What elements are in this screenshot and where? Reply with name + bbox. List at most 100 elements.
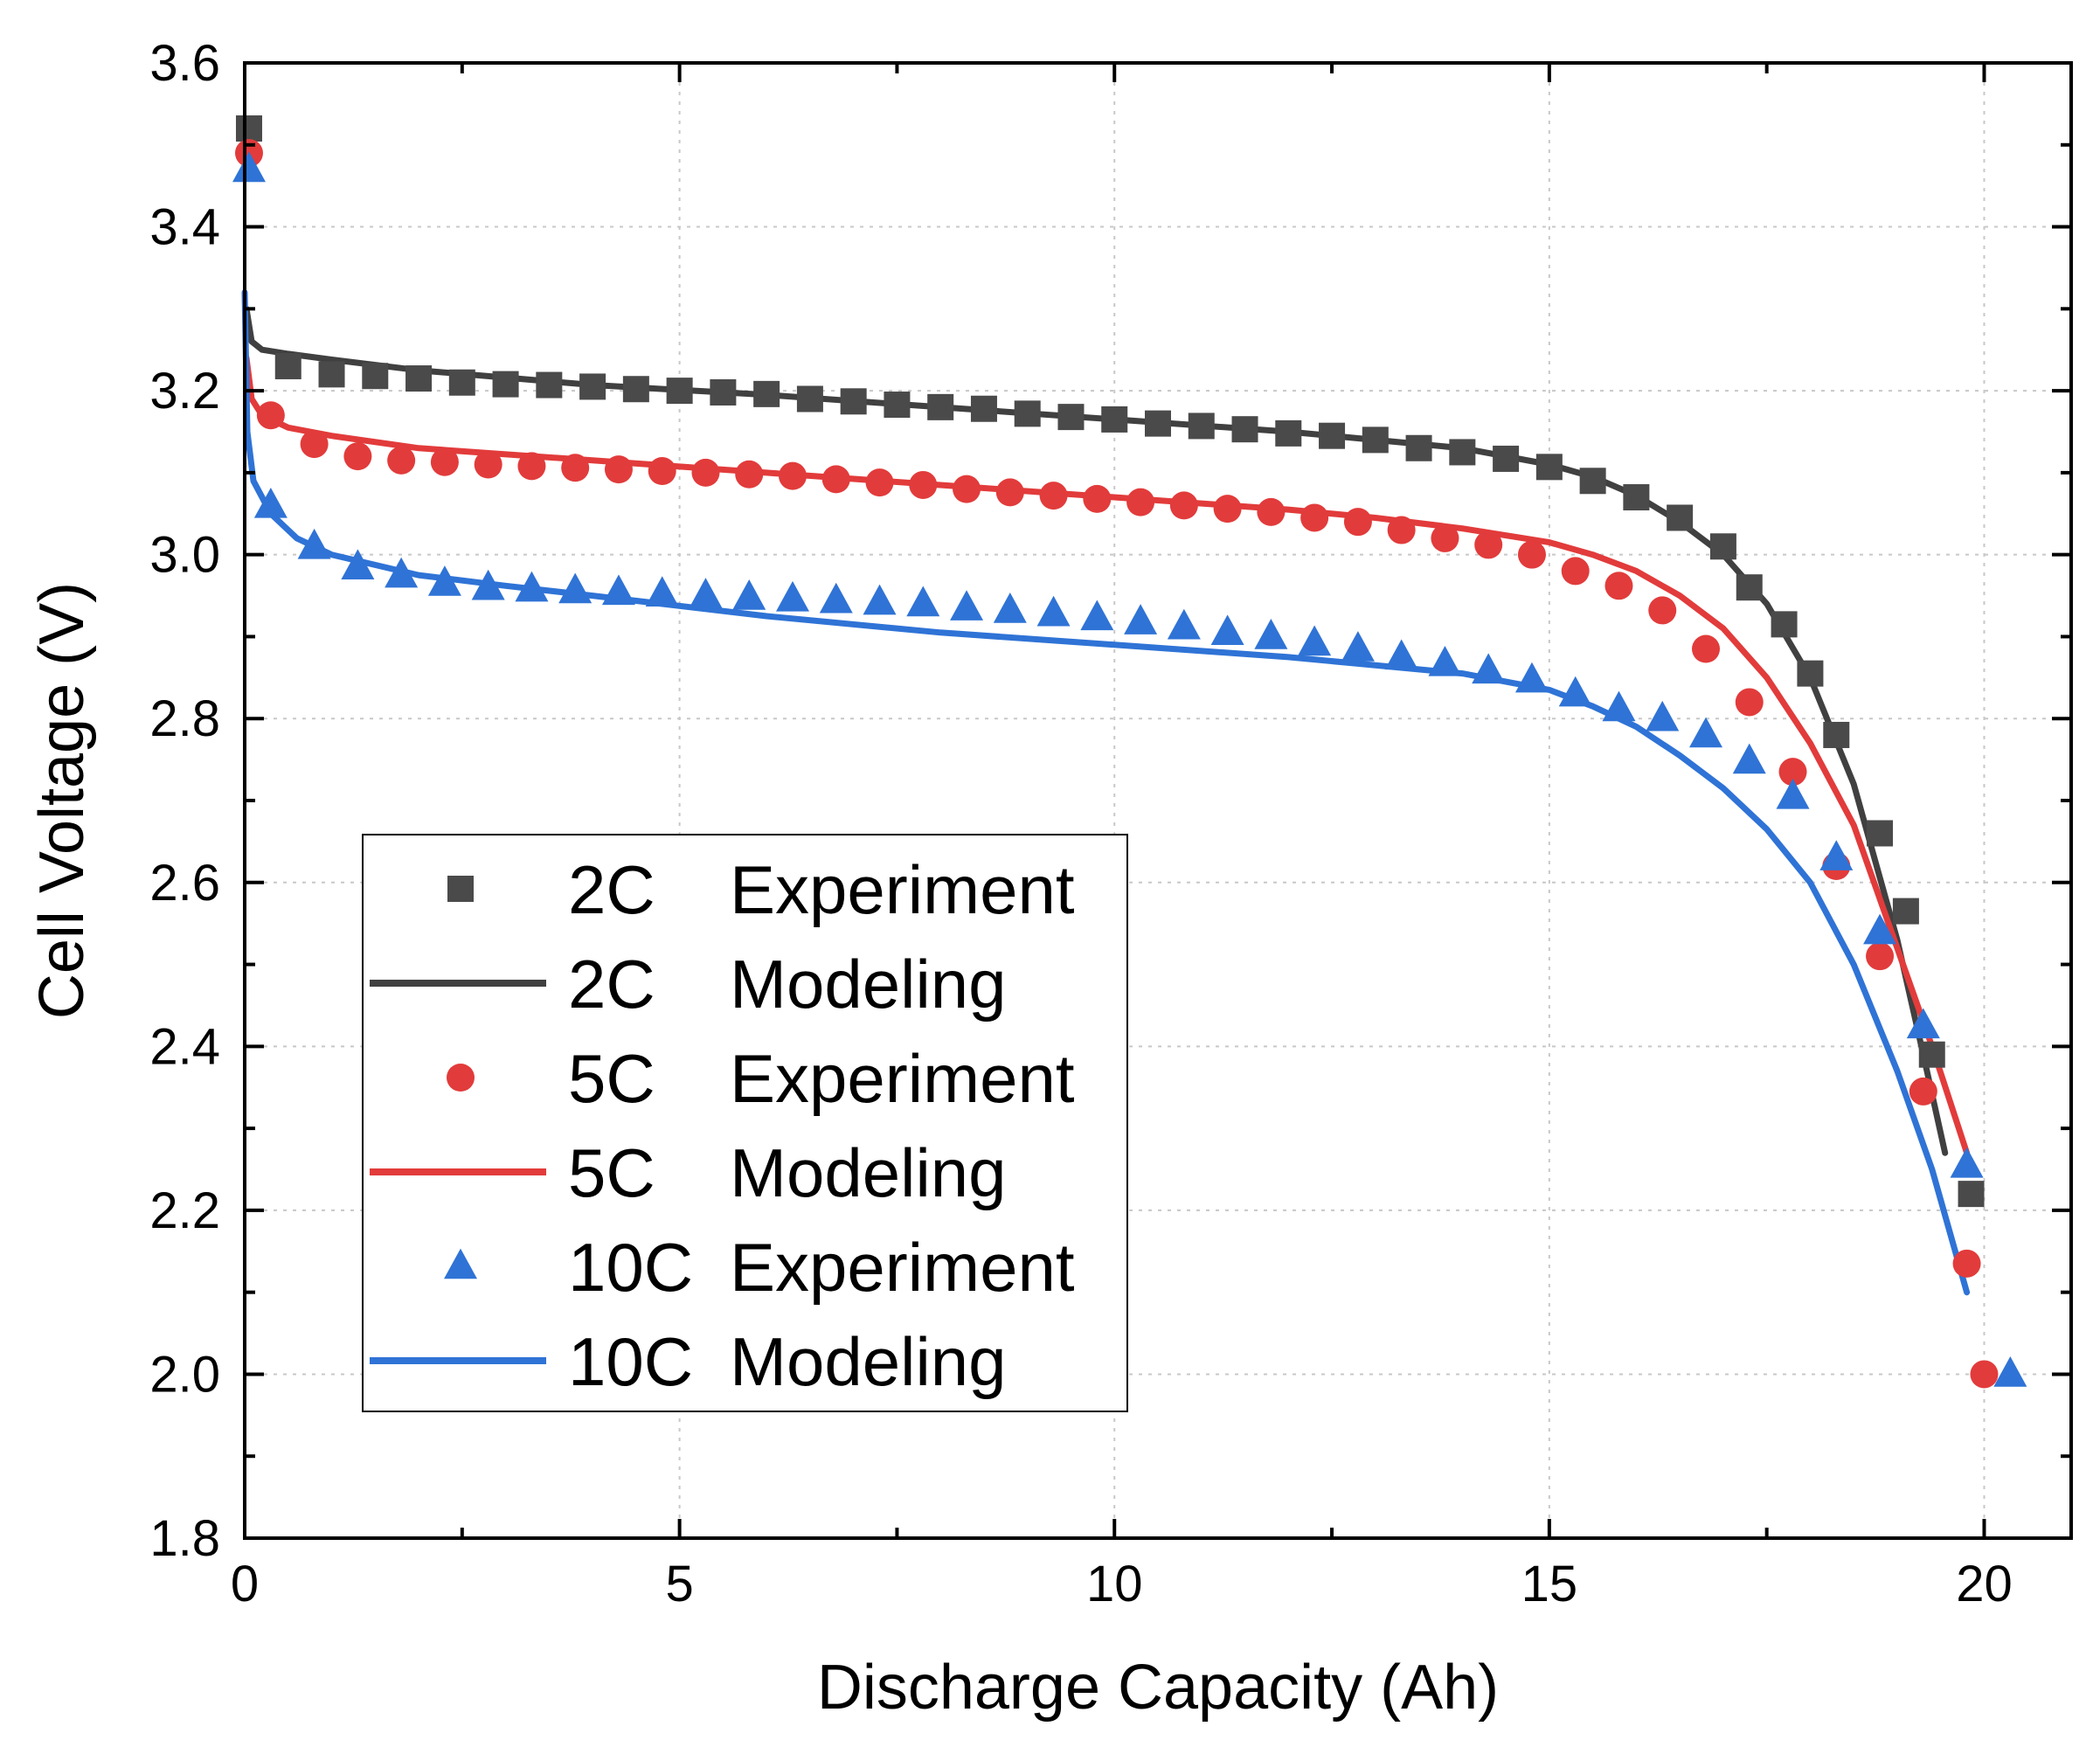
marker-exp2c — [753, 380, 780, 407]
marker-exp10c — [1993, 1356, 2027, 1387]
marker-exp10c — [1341, 631, 1375, 662]
axes: 0 5 10 15 20 1.8 2.0 2.2 2.4 2.6 2.8 3.0 3.2 3.4 3.6 — [149, 35, 2073, 1612]
marker-exp10c — [1689, 717, 1722, 748]
marker-exp10c — [1602, 690, 1636, 722]
marker-exp5c — [821, 465, 850, 494]
legend-rate-mod2c: 2C — [568, 946, 655, 1023]
y-tick-label: 2.8 — [149, 690, 220, 747]
y-tick-label: 2.2 — [149, 1182, 220, 1239]
legend-kind-exp5c: Experiment — [730, 1040, 1075, 1117]
marker-exp5c — [735, 460, 764, 489]
marker-exp5c — [779, 461, 807, 490]
marker-exp2c — [710, 378, 737, 406]
marker-exp2c — [622, 376, 649, 403]
marker-exp2c — [1918, 1041, 1945, 1068]
marker-exp10c — [1428, 645, 1462, 676]
marker-exp2c — [1623, 484, 1650, 511]
marker-exp2c — [235, 115, 262, 142]
marker-exp2c — [536, 371, 563, 399]
marker-exp2c — [1823, 721, 1850, 748]
marker-exp10c — [1036, 595, 1071, 627]
marker-exp5c — [1970, 1360, 1999, 1389]
x-tick-label: 0 — [231, 1556, 259, 1612]
x-tick-label: 20 — [1956, 1556, 2013, 1612]
marker-exp5c — [909, 470, 938, 499]
marker-exp2c — [1958, 1181, 1985, 1208]
marker-exp5c — [1517, 540, 1546, 569]
marker-exp10c — [558, 572, 593, 604]
legend-rate-exp2c: 2C — [568, 851, 655, 928]
y-tick-label: 3.0 — [149, 527, 220, 584]
marker-exp2c — [1867, 820, 1894, 847]
marker-exp10c — [341, 549, 375, 580]
marker-exp2c — [1405, 434, 1432, 461]
marker-exp10c — [1863, 913, 1897, 945]
marker-exp10c — [1210, 614, 1244, 646]
marker-exp10c — [1254, 619, 1288, 649]
marker-exp2c — [927, 393, 954, 420]
marker-exp10c — [1732, 743, 1766, 774]
marker-exp5c — [1343, 508, 1372, 537]
legend-kind-mod2c: Modeling — [730, 946, 1007, 1023]
marker-exp2c — [1014, 400, 1041, 427]
marker-exp2c — [1145, 410, 1171, 437]
marker-exp5c — [343, 442, 372, 471]
marker-exp2c — [1101, 406, 1128, 433]
marker-exp5c — [691, 458, 720, 487]
x-axis-title: Discharge Capacity (Ah) — [817, 1653, 1499, 1723]
legend: 2C Experiment 2C Modeling 5C Experiment 5C Mode… — [362, 834, 1128, 1412]
series-markers — [232, 115, 2027, 1389]
marker-exp10c — [1167, 608, 1201, 640]
marker-exp10c — [863, 584, 897, 615]
marker-exp5c — [648, 457, 676, 486]
y-tick-label: 2.6 — [149, 855, 220, 912]
marker-exp10c — [515, 571, 549, 602]
marker-exp5c — [1213, 495, 1242, 523]
y-axis-title: Cell Voltage (V) — [27, 582, 97, 1019]
marker-exp5c — [1692, 634, 1720, 663]
marker-exp2c — [448, 369, 475, 396]
marker-exp2c — [274, 352, 301, 379]
marker-exp10c — [776, 580, 809, 612]
marker-exp10c — [1384, 639, 1418, 670]
marker-exp2c — [884, 392, 911, 419]
marker-exp2c — [1579, 468, 1606, 495]
marker-exp10c — [1514, 662, 1549, 693]
marker-exp10c — [1906, 1008, 1940, 1039]
legend-kind-mod5c: Modeling — [730, 1134, 1007, 1211]
legend-marker-exp5c — [447, 1064, 475, 1092]
marker-exp2c — [318, 361, 345, 388]
marker-exp10c — [732, 579, 766, 610]
y-tick-label: 3.4 — [149, 199, 220, 256]
legend-kind-exp10c: Experiment — [730, 1229, 1075, 1306]
x-tick-label: 15 — [1521, 1556, 1578, 1612]
marker-exp5c — [1169, 491, 1198, 520]
marker-exp5c — [1866, 942, 1895, 971]
marker-exp2c — [1362, 426, 1389, 454]
marker-exp2c — [405, 365, 433, 392]
marker-exp2c — [1493, 445, 1520, 472]
marker-exp10c — [297, 528, 331, 559]
marker-exp2c — [1231, 416, 1258, 443]
marker-exp5c — [1387, 516, 1416, 544]
marker-exp10c — [1298, 625, 1332, 656]
marker-exp2c — [1188, 412, 1215, 440]
legend-marker-exp10c — [444, 1248, 477, 1279]
marker-exp10c — [427, 565, 461, 596]
marker-exp5c — [1039, 482, 1068, 510]
marker-exp10c — [993, 593, 1027, 623]
marker-exp5c — [517, 452, 546, 481]
marker-exp2c — [1771, 611, 1798, 638]
marker-exp10c — [471, 569, 505, 600]
marker-exp2c — [1449, 439, 1476, 466]
marker-exp5c — [1648, 596, 1677, 625]
marker-exp10c — [1080, 600, 1114, 631]
marker-exp10c — [645, 576, 679, 607]
marker-exp2c — [1275, 419, 1302, 447]
y-tick-label: 1.8 — [149, 1510, 220, 1567]
marker-exp5c — [1083, 484, 1112, 513]
legend-rate-mod10c: 10C — [568, 1323, 693, 1400]
marker-exp5c — [430, 447, 459, 476]
legend-rate-mod5c: 5C — [568, 1134, 655, 1211]
marker-exp5c — [604, 455, 633, 484]
